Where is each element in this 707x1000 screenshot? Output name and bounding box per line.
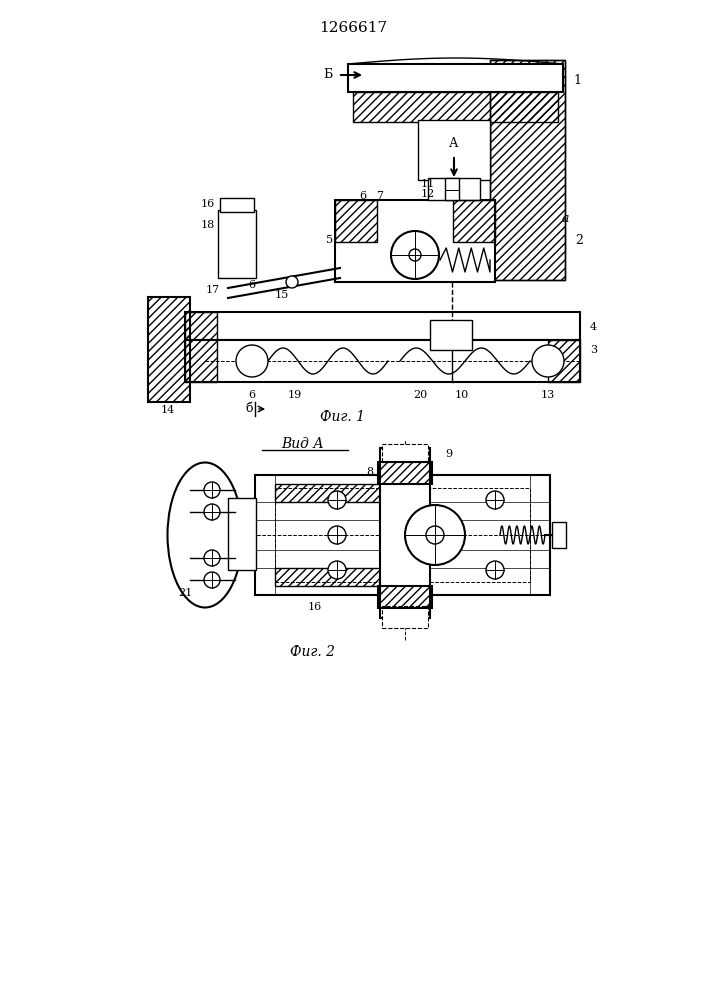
Circle shape: [426, 526, 444, 544]
Circle shape: [204, 572, 220, 588]
Bar: [275, 568, 385, 586]
Bar: [490, 60, 565, 280]
Bar: [218, 210, 256, 278]
Circle shape: [328, 526, 346, 544]
Text: 6: 6: [359, 191, 366, 201]
Bar: [185, 312, 580, 340]
Text: 11: 11: [421, 179, 435, 189]
Text: Фиг. 1: Фиг. 1: [320, 410, 365, 424]
Text: 14: 14: [161, 405, 175, 415]
Text: 6: 6: [248, 390, 255, 400]
Text: 16: 16: [308, 602, 322, 612]
Bar: [552, 522, 566, 548]
Text: А: А: [449, 137, 459, 150]
Bar: [335, 200, 495, 282]
Bar: [348, 64, 563, 92]
Text: 10: 10: [455, 390, 469, 400]
Text: 3: 3: [590, 345, 597, 355]
Bar: [428, 178, 480, 200]
Bar: [378, 462, 432, 484]
Circle shape: [328, 491, 346, 509]
Bar: [380, 448, 430, 618]
Bar: [275, 484, 385, 502]
Circle shape: [204, 550, 220, 566]
Bar: [335, 200, 377, 242]
Circle shape: [204, 482, 220, 498]
Text: 8: 8: [366, 467, 373, 477]
Circle shape: [409, 249, 421, 261]
Circle shape: [532, 345, 564, 377]
Circle shape: [405, 505, 465, 565]
Text: 5: 5: [326, 235, 333, 245]
Ellipse shape: [168, 462, 243, 607]
Circle shape: [236, 345, 268, 377]
Text: Фиг. 2: Фиг. 2: [289, 645, 334, 659]
Circle shape: [486, 561, 504, 579]
Text: 4: 4: [590, 322, 597, 332]
Text: 1: 1: [573, 74, 581, 87]
Text: 17: 17: [206, 285, 220, 295]
Text: 18: 18: [201, 220, 215, 230]
Text: 19: 19: [288, 390, 302, 400]
Bar: [228, 498, 256, 570]
Bar: [548, 340, 580, 382]
Circle shape: [286, 276, 298, 288]
Text: 9: 9: [445, 449, 452, 459]
Text: 1266617: 1266617: [319, 21, 387, 35]
Circle shape: [204, 504, 220, 520]
Bar: [453, 200, 495, 242]
Text: 20: 20: [413, 390, 427, 400]
Text: 21: 21: [178, 588, 192, 598]
Text: a: a: [562, 212, 570, 225]
Bar: [255, 475, 550, 595]
Text: 16: 16: [201, 199, 215, 209]
Bar: [445, 178, 459, 200]
Bar: [490, 60, 565, 280]
Bar: [185, 312, 217, 382]
Bar: [378, 586, 432, 608]
Bar: [382, 444, 428, 462]
Text: 2: 2: [575, 233, 583, 246]
Text: 13: 13: [541, 390, 555, 400]
Circle shape: [391, 231, 439, 279]
Text: 6: 6: [248, 280, 255, 290]
Bar: [382, 606, 428, 628]
Bar: [148, 297, 190, 402]
Text: Б: Б: [324, 68, 333, 82]
Text: Вид А: Вид А: [281, 437, 325, 451]
Text: 12: 12: [421, 189, 435, 199]
Text: 7: 7: [377, 191, 383, 201]
Bar: [220, 198, 254, 212]
Text: б: б: [245, 402, 253, 416]
Bar: [353, 92, 558, 122]
Bar: [275, 488, 530, 582]
Bar: [418, 120, 490, 180]
Circle shape: [328, 561, 346, 579]
Bar: [430, 320, 472, 350]
Circle shape: [486, 491, 504, 509]
Bar: [185, 340, 580, 382]
Text: 15: 15: [275, 290, 289, 300]
